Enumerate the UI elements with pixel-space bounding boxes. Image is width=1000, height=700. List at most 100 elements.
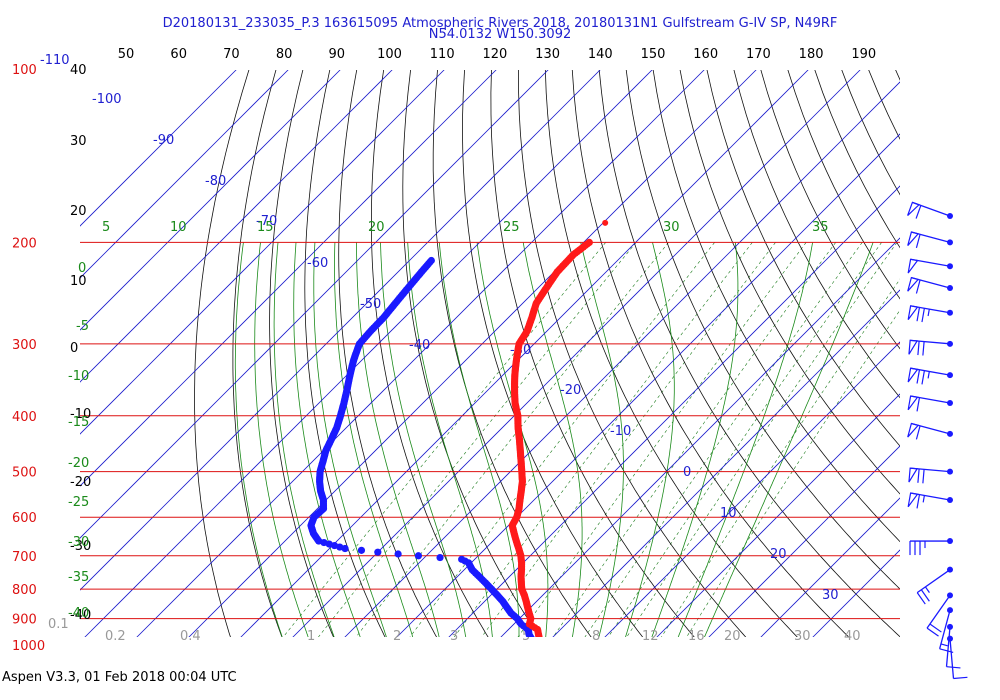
wind-barb — [907, 367, 953, 385]
temperature-point — [585, 238, 593, 246]
isotherm-label: -70 — [256, 214, 277, 229]
isotherm-label: -60 — [307, 256, 328, 271]
wind-barb — [907, 201, 953, 220]
moist-adiabat-line — [677, 242, 813, 637]
dry-adiabat-line — [544, 70, 798, 637]
top-temp-tick-label: 130 — [535, 47, 560, 62]
isotherm-line — [136, 70, 705, 637]
dry-adiabat-line — [787, 70, 900, 300]
dry-adiabat-line — [868, 70, 900, 140]
dry-adiabat-line — [490, 70, 695, 637]
mixing-ratio-line — [517, 242, 807, 637]
wind-barb — [907, 258, 953, 274]
dewpoint-point — [394, 550, 402, 558]
isotherm-line — [552, 289, 900, 637]
wind-barb — [907, 395, 953, 412]
top-temp-tick-label: 50 — [118, 47, 135, 62]
isotherm-label: 10 — [720, 506, 737, 521]
top-left-isotherm-label: -110 — [40, 53, 70, 68]
mixing-ratio-label: 0.1 — [48, 617, 69, 632]
temperature-isolated-point — [602, 219, 609, 226]
isotherm-label: -90 — [153, 133, 174, 148]
wind-barb — [908, 467, 953, 484]
top-temp-tick-label: 110 — [430, 47, 455, 62]
isotherm-line — [80, 70, 341, 331]
dry-adiabat-line — [194, 70, 250, 637]
moist-adiabat-label: 15 — [257, 220, 274, 235]
wind-barb — [909, 538, 953, 556]
moist-adiabat-label: 20 — [368, 220, 385, 235]
wind-barb — [907, 492, 953, 509]
dry-adiabat-line — [338, 70, 438, 637]
moist-adiabat-left-label: -10 — [68, 369, 89, 384]
wind-barb — [945, 623, 961, 669]
temperature-point — [540, 640, 547, 647]
moist-adiabat-line — [407, 242, 493, 637]
moist-adiabat-line — [625, 242, 675, 637]
dewpoint-point — [531, 638, 538, 645]
isotherm-label: -80 — [205, 174, 226, 189]
temperature-point — [537, 636, 542, 637]
dry-adiabat-line — [625, 70, 900, 590]
dry-adiabat-line — [949, 69, 1000, 657]
pressure-label: 800 — [12, 583, 37, 598]
mixing-ratio-label: 1 — [307, 629, 315, 644]
pressure-label: 900 — [12, 613, 37, 628]
mixing-ratio-line — [282, 242, 606, 637]
dewpoint-point — [458, 555, 466, 563]
moist-adiabat-left-label: -25 — [68, 495, 89, 510]
altitude-label: 30 — [70, 134, 87, 149]
mixing-ratio-label: 0.4 — [180, 629, 201, 644]
mixing-ratio-label: 20 — [724, 629, 741, 644]
dry-adiabat-line — [571, 70, 850, 637]
moist-adiabat-label: 25 — [503, 220, 520, 235]
top-temp-tick-label: 140 — [588, 47, 613, 62]
dewpoint-point — [414, 552, 423, 560]
pressure-label: 1000 — [12, 639, 45, 654]
mixing-ratio-label: 0.2 — [105, 629, 126, 644]
temperature-point — [538, 638, 545, 645]
wind-barb — [907, 422, 953, 440]
isotherm-line — [80, 70, 289, 279]
wind-barb — [916, 566, 953, 605]
isotherm-label: 0 — [683, 465, 691, 480]
isotherm-line — [656, 393, 900, 637]
mixing-ratio-line — [626, 242, 898, 637]
isotherm-label: -40 — [409, 338, 430, 353]
isotherm-line — [292, 70, 861, 637]
altitude-label: 0 — [70, 341, 78, 356]
mixing-ratio-line — [409, 242, 715, 637]
moist-adiabat-line — [580, 242, 624, 637]
top-temp-tick-label: 180 — [799, 47, 824, 62]
dewpoint-point — [534, 640, 541, 647]
pressure-label: 400 — [12, 410, 37, 425]
dewpoint-point — [536, 641, 543, 648]
mixing-ratio-line — [607, 242, 882, 637]
altitude-label: -30 — [70, 539, 91, 554]
top-temp-tick-label: 160 — [693, 47, 718, 62]
dry-adiabat-line — [462, 70, 644, 637]
mixing-ratio-label: 40 — [844, 629, 861, 644]
footer-version: Aspen V3.3, 01 Feb 2018 00:04 UTC — [2, 670, 237, 685]
wind-barb — [907, 305, 953, 323]
dewpoint-point — [427, 256, 435, 265]
dry-adiabat-line — [402, 70, 541, 637]
isotherm-line — [448, 185, 900, 637]
wind-barb — [907, 231, 953, 249]
dry-adiabat-line — [976, 69, 1000, 657]
dry-adiabat-line — [304, 70, 386, 637]
pressure-label: 200 — [12, 236, 37, 251]
pressure-label: 700 — [12, 550, 37, 565]
top-temp-tick-label: 170 — [746, 47, 771, 62]
isotherm-label: -50 — [360, 297, 381, 312]
dry-adiabat-line — [760, 70, 900, 350]
isotherm-line — [344, 81, 900, 637]
chart-title: D20180131_233035_P.3 163615095 Atmospher… — [162, 16, 838, 31]
wind-barb — [908, 339, 953, 356]
altitude-label: -40 — [70, 608, 91, 623]
mixing-ratio-label: 30 — [794, 629, 811, 644]
mixing-ratio-label: 3 — [450, 629, 458, 644]
top-temp-tick-label: 60 — [170, 47, 187, 62]
dry-adiabat-line — [432, 70, 592, 637]
